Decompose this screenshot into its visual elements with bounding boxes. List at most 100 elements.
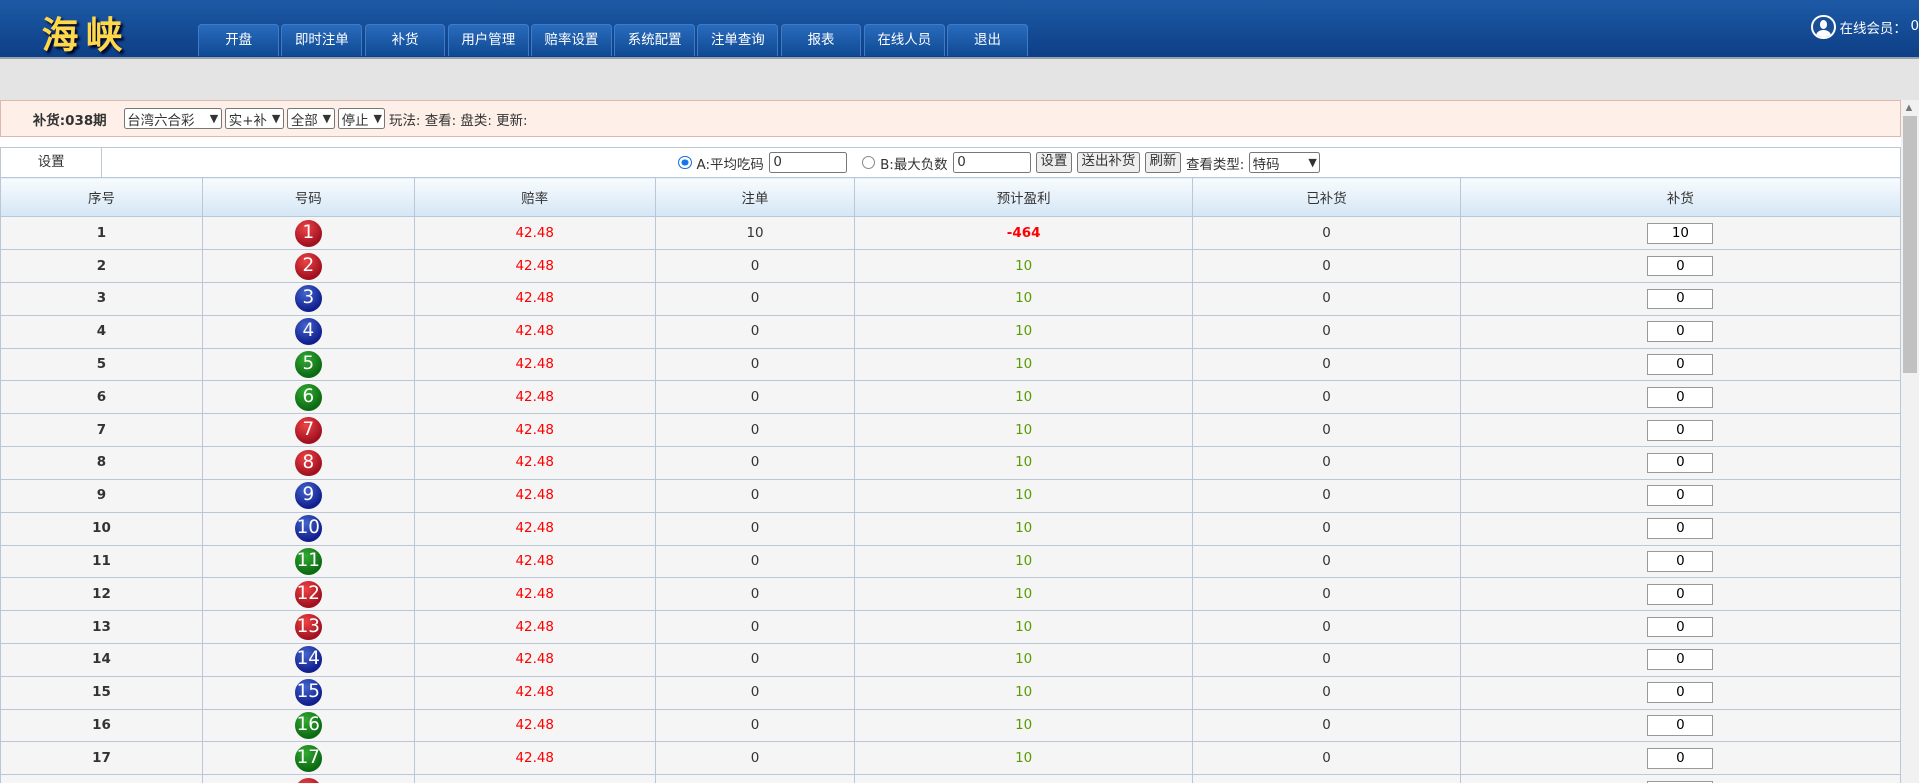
odds-cell: 42.48: [413, 642, 656, 677]
refresh-button[interactable]: 刷新: [1144, 152, 1182, 174]
replenish-input[interactable]: [1647, 386, 1714, 408]
nav-bet-query[interactable]: 注单查询: [697, 24, 779, 57]
replenish-cell: [1460, 413, 1901, 448]
table-row: [0, 774, 1901, 783]
settings-controls: A:平均吃码 0 B:最大负数 0 设置 送出补货 刷新 查看类型: 特码 ▼: [102, 152, 1899, 174]
profit-cell: 10: [854, 249, 1194, 283]
table-row: 6 6 42.48 0 10 0: [0, 380, 1901, 415]
row-index: 1: [0, 216, 203, 251]
col-number: 号码: [201, 177, 415, 218]
nav-reports[interactable]: 报表: [780, 24, 862, 57]
replenish-input[interactable]: [1647, 485, 1714, 507]
replenish-input[interactable]: [1647, 288, 1714, 310]
scrollbar-thumb[interactable]: [1903, 116, 1917, 374]
spacer-band: [0, 58, 1919, 101]
col-replenished: 已补货: [1192, 177, 1462, 218]
number-cell: 13: [201, 610, 415, 644]
replenish-input[interactable]: [1647, 354, 1714, 375]
replenish-input[interactable]: [1647, 551, 1714, 572]
number-cell: 2: [201, 249, 415, 283]
nav-user-management[interactable]: 用户管理: [447, 24, 529, 57]
status-select[interactable]: 停止 ▼: [338, 108, 386, 130]
bets-cell: 0: [654, 446, 856, 480]
row-index: 15: [0, 675, 203, 710]
nav-system-config[interactable]: 系统配置: [614, 24, 696, 57]
number-cell: 9: [201, 478, 415, 513]
odds-cell: 42.48: [413, 380, 656, 415]
row-index: 5: [0, 347, 203, 382]
replenish-input[interactable]: [1647, 583, 1714, 605]
table-row: 17 17 42.48 0 10 0: [0, 741, 1901, 776]
nav-open-market[interactable]: 开盘: [198, 24, 280, 57]
table-row: 16 16 42.48 0 10 0: [0, 708, 1901, 743]
option-b-radio[interactable]: [861, 156, 876, 170]
send-replenish-button[interactable]: 送出补货: [1076, 152, 1140, 174]
replenish-cell: [1460, 774, 1901, 783]
odds-cell: 42.48: [413, 478, 656, 513]
view-type-select[interactable]: 特码 ▼: [1249, 152, 1321, 174]
number-cell: 1: [201, 216, 415, 251]
replenish-input[interactable]: [1647, 255, 1714, 277]
option-a-input[interactable]: 0: [768, 152, 848, 174]
number-ball: [294, 777, 322, 783]
bets-cell: 0: [654, 741, 856, 776]
replenish-input[interactable]: [1647, 222, 1714, 244]
replenish-input[interactable]: [1647, 649, 1714, 671]
scroll-up-icon[interactable]: ▲: [1905, 102, 1913, 113]
number-ball: 16: [294, 712, 322, 739]
scope-select[interactable]: 全部 ▼: [287, 108, 335, 130]
replenish-cell: [1460, 446, 1901, 480]
bets-cell: 0: [654, 314, 856, 349]
number-ball: 11: [294, 547, 322, 575]
row-index: 8: [0, 446, 203, 480]
col-replenish: 补货: [1460, 177, 1901, 218]
mode-select[interactable]: 实+补 ▼: [225, 108, 284, 130]
number-cell: 8: [201, 446, 415, 480]
number-ball: 12: [294, 580, 322, 608]
chevron-down-icon: ▼: [322, 112, 332, 126]
replenish-input[interactable]: [1647, 321, 1714, 343]
bets-cell: 0: [654, 249, 856, 283]
bets-cell: 10: [654, 216, 856, 251]
option-a-radio[interactable]: [678, 156, 692, 170]
lottery-select[interactable]: 台湾六合彩 ▼: [123, 108, 222, 130]
lottery-value: 台湾六合彩: [127, 113, 195, 129]
table-row: 9 9 42.48 0 10 0: [0, 478, 1901, 513]
number-cell: 11: [201, 544, 415, 579]
row-index: 17: [0, 741, 203, 776]
row-index: 9: [0, 478, 203, 513]
number-ball: 14: [294, 646, 322, 674]
set-button[interactable]: 设置: [1035, 152, 1072, 174]
row-index: 11: [0, 544, 203, 579]
chevron-down-icon: ▼: [271, 112, 281, 126]
replenish-input[interactable]: [1647, 518, 1714, 539]
number-cell: 5: [201, 347, 415, 382]
replenished-cell: [1192, 774, 1462, 783]
bets-cell: 0: [654, 544, 856, 579]
replenish-cell: [1460, 249, 1901, 283]
nav-logout[interactable]: 退出: [947, 24, 1028, 57]
number-ball: 15: [294, 679, 322, 707]
table-row: 5 5 42.48 0 10 0: [0, 347, 1901, 382]
replenish-input[interactable]: [1647, 747, 1714, 769]
odds-cell: 42.48: [413, 314, 656, 349]
nav-live-bets[interactable]: 即时注单: [281, 24, 363, 57]
replenish-input[interactable]: [1647, 715, 1714, 736]
vertical-scrollbar[interactable]: ▲: [1900, 100, 1919, 783]
replenish-input[interactable]: [1647, 452, 1714, 474]
table-row: 7 7 42.48 0 10 0: [0, 413, 1901, 448]
replenish-input[interactable]: [1647, 616, 1714, 638]
bets-cell: 0: [654, 511, 856, 546]
nav-replenish[interactable]: 补货: [364, 24, 446, 57]
table-row: 3 3 42.48 0 10 0: [0, 282, 1901, 316]
nav-odds-settings[interactable]: 赔率设置: [531, 24, 612, 57]
replenished-cell: 0: [1192, 446, 1462, 480]
nav-online-users[interactable]: 在线人员: [863, 24, 945, 57]
replenish-input[interactable]: [1647, 682, 1714, 704]
option-b-input[interactable]: 0: [952, 152, 1031, 174]
replenish-input[interactable]: [1647, 780, 1714, 783]
profit-cell: 10: [854, 577, 1194, 612]
replenished-cell: 0: [1192, 249, 1462, 283]
replenish-input[interactable]: [1647, 419, 1714, 441]
odds-cell: 42.48: [413, 347, 656, 382]
